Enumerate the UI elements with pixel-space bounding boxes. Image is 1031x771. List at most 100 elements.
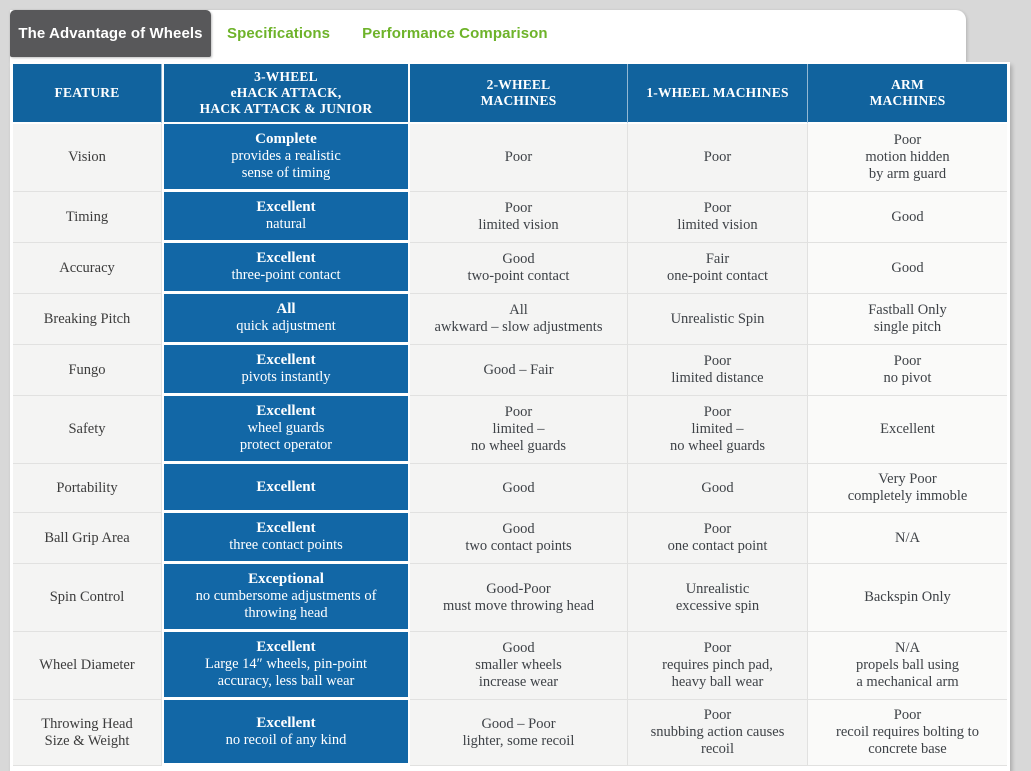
cell-rating: N/A bbox=[895, 640, 920, 656]
cell-rating: Poor bbox=[703, 353, 732, 369]
cell-two-wheel: Good bbox=[410, 464, 628, 513]
cell-rating: Good bbox=[502, 251, 535, 267]
cell-rating: N/A bbox=[895, 529, 920, 546]
column-header-feature: FEATURE bbox=[13, 64, 162, 124]
cell-rating: Good bbox=[891, 259, 924, 276]
cell-arm: Very Poor completely immoble bbox=[808, 464, 1007, 513]
cell-two-wheel: Good – Fair bbox=[410, 345, 628, 396]
table-row: Fungo Excellent pivots instantly Good – Fa… bbox=[13, 345, 1007, 396]
cell-one-wheel: Good bbox=[628, 464, 808, 513]
feature-label: Safety bbox=[13, 396, 162, 464]
cell-rating: Poor bbox=[703, 404, 732, 420]
cell-one-wheel: Fair one-point contact bbox=[628, 243, 808, 294]
feature-label: Vision bbox=[13, 124, 162, 192]
cell-rating: Good bbox=[502, 640, 535, 656]
cell-rating: Poor bbox=[703, 200, 732, 216]
cell-arm: Fastball Only single pitch bbox=[808, 294, 1007, 345]
cell-rating: Good – Fair bbox=[483, 361, 554, 378]
cell-three-wheel: All quick adjustment bbox=[162, 294, 410, 345]
column-header-two-wheel: 2-WHEEL MACHINES bbox=[410, 64, 628, 124]
tab-bar: The Advantage of Wheels Specifications P… bbox=[10, 10, 966, 62]
cell-rating: Complete bbox=[255, 131, 317, 147]
cell-one-wheel: Unrealistic excessive spin bbox=[628, 564, 808, 632]
feature-label: Timing bbox=[13, 192, 162, 243]
cell-rating: Excellent bbox=[256, 403, 316, 419]
cell-arm: Backspin Only bbox=[808, 564, 1007, 632]
cell-rating: Poor bbox=[703, 521, 732, 537]
page: The Advantage of Wheels Specifications P… bbox=[10, 10, 1010, 771]
cell-rating: Excellent bbox=[256, 250, 316, 266]
cell-rating: Fair bbox=[705, 251, 730, 267]
cell-rating: Poor bbox=[703, 640, 732, 656]
cell-two-wheel: Good two-point contact bbox=[410, 243, 628, 294]
cell-rating: Excellent bbox=[256, 352, 316, 368]
cell-arm: Poor no pivot bbox=[808, 345, 1007, 396]
feature-label: Portability bbox=[13, 464, 162, 513]
cell-three-wheel: Excellent three contact points bbox=[162, 513, 410, 564]
cell-three-wheel: Excellent no recoil of any kind bbox=[162, 700, 410, 766]
cell-rating: Poor bbox=[893, 707, 922, 723]
cell-rating: Poor bbox=[504, 149, 533, 165]
cell-rating: Poor bbox=[893, 353, 922, 369]
table-row: Portability Excellent Good Good Very Poor co… bbox=[13, 464, 1007, 513]
cell-one-wheel: Poor limited distance bbox=[628, 345, 808, 396]
cell-arm: Poor motion hidden by arm guard bbox=[808, 124, 1007, 192]
cell-rating: Excellent bbox=[256, 714, 316, 731]
cell-three-wheel: Exceptional no cumbersome adjustments of… bbox=[162, 564, 410, 632]
cell-one-wheel: Unrealistic Spin bbox=[628, 294, 808, 345]
column-header-three-wheel: 3-WHEEL eHACK ATTACK, HACK ATTACK & JUNI… bbox=[162, 64, 410, 124]
table-row: Accuracy Excellent three-point contact Goo… bbox=[13, 243, 1007, 294]
cell-two-wheel: All awkward – slow adjustments bbox=[410, 294, 628, 345]
cell-rating: Poor bbox=[893, 132, 922, 148]
cell-rating: Poor bbox=[504, 404, 533, 420]
feature-comparison-table: FEATURE 3-WHEEL eHACK ATTACK, HACK ATTACK… bbox=[13, 64, 1007, 766]
feature-label: Spin Control bbox=[13, 564, 162, 632]
cell-one-wheel: Poor limited vision bbox=[628, 192, 808, 243]
cell-rating: Backspin Only bbox=[864, 589, 951, 605]
table-row: Safety Excellent wheel guards protect ope… bbox=[13, 396, 1007, 464]
cell-rating: Poor bbox=[703, 707, 732, 723]
cell-three-wheel: Excellent three-point contact bbox=[162, 243, 410, 294]
cell-rating: Excellent bbox=[256, 639, 316, 655]
cell-two-wheel: Good – Poor lighter, some recoil bbox=[410, 700, 628, 766]
feature-label: Breaking Pitch bbox=[13, 294, 162, 345]
cell-three-wheel: Excellent bbox=[162, 464, 410, 513]
cell-arm: Good bbox=[808, 243, 1007, 294]
feature-label: Ball Grip Area bbox=[13, 513, 162, 564]
cell-one-wheel: Poor requires pinch pad, heavy ball wear bbox=[628, 632, 808, 700]
cell-arm: N/A propels ball using a mechanical arm bbox=[808, 632, 1007, 700]
cell-arm: Good bbox=[808, 192, 1007, 243]
feature-label: Accuracy bbox=[13, 243, 162, 294]
cell-two-wheel: Good-Poor must move throwing head bbox=[410, 564, 628, 632]
cell-three-wheel: Excellent wheel guards protect operator bbox=[162, 396, 410, 464]
cell-rating: All bbox=[509, 302, 528, 318]
cell-two-wheel: Poor limited – no wheel guards bbox=[410, 396, 628, 464]
cell-three-wheel: Complete provides a realistic sense of t… bbox=[162, 124, 410, 192]
tab-specifications[interactable]: Specifications bbox=[227, 25, 331, 42]
cell-rating: Exceptional bbox=[248, 571, 324, 587]
cell-two-wheel: Good two contact points bbox=[410, 513, 628, 564]
tab-advantage-of-wheels[interactable]: The Advantage of Wheels bbox=[10, 10, 211, 57]
cell-rating: Good bbox=[701, 479, 734, 496]
cell-three-wheel: Excellent pivots instantly bbox=[162, 345, 410, 396]
cell-arm: Excellent bbox=[808, 396, 1007, 464]
cell-rating: Excellent bbox=[256, 478, 316, 495]
table-row: Wheel Diameter Excellent Large 14″ wheels… bbox=[13, 632, 1007, 700]
cell-rating: Good – Poor bbox=[481, 715, 556, 732]
cell-one-wheel: Poor one contact point bbox=[628, 513, 808, 564]
cell-rating: All bbox=[276, 301, 296, 317]
cell-rating: Excellent bbox=[256, 199, 316, 215]
column-header-one-wheel: 1-WHEEL MACHINES bbox=[628, 64, 808, 124]
cell-one-wheel: Poor limited – no wheel guards bbox=[628, 396, 808, 464]
column-header-arm: ARM MACHINES bbox=[808, 64, 1007, 124]
cell-rating: Very Poor bbox=[878, 471, 937, 487]
feature-label: Fungo bbox=[13, 345, 162, 396]
cell-two-wheel: Poor limited vision bbox=[410, 192, 628, 243]
tab-performance-comparison[interactable]: Performance Comparison bbox=[362, 25, 548, 42]
table-header-row: FEATURE 3-WHEEL eHACK ATTACK, HACK ATTACK… bbox=[13, 64, 1007, 124]
table-row: Vision Complete provides a realistic sens… bbox=[13, 124, 1007, 192]
cell-rating: Excellent bbox=[880, 421, 935, 437]
cell-arm: Poor recoil requires bolting to concrete… bbox=[808, 700, 1007, 766]
cell-rating: Unrealistic bbox=[685, 580, 750, 597]
cell-two-wheel: Poor bbox=[410, 124, 628, 192]
